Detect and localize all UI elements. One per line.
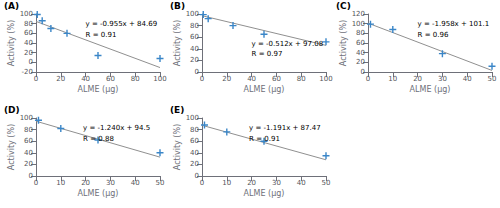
svg-text:0: 0 [195,68,199,76]
svg-text:(D): (D) [4,105,20,115]
svg-text:(A): (A) [4,1,19,11]
svg-text:80: 80 [190,126,199,134]
svg-text:100: 100 [352,20,365,28]
svg-text:0: 0 [29,58,33,66]
svg-text:40: 40 [356,49,365,57]
svg-text:40: 40 [247,75,256,83]
svg-text:Activity (%): Activity (%) [339,20,348,66]
svg-text:120: 120 [352,10,365,18]
svg-text:20: 20 [24,160,33,168]
svg-text:Activity (%): Activity (%) [7,124,16,170]
svg-text:ALME (μg): ALME (μg) [244,85,285,94]
svg-text:Activity (%): Activity (%) [173,124,182,170]
svg-text:0: 0 [366,75,370,83]
svg-text:30: 30 [106,179,115,187]
svg-text:(E): (E) [170,105,184,115]
svg-text:60: 60 [272,75,281,83]
svg-text:100: 100 [186,114,199,122]
svg-text:100: 100 [186,10,199,18]
svg-text:80: 80 [356,29,365,37]
svg-text:20: 20 [413,75,422,83]
svg-text:y = -1.240x + 94.5: y = -1.240x + 94.5 [83,124,150,132]
svg-text:0: 0 [195,172,199,180]
svg-text:10: 10 [56,179,65,187]
svg-text:y = -1.191x + 87.47: y = -1.191x + 87.47 [249,124,321,132]
svg-text:ALME (μg): ALME (μg) [410,85,451,94]
svg-text:ALME (μg): ALME (μg) [78,189,119,198]
svg-text:40: 40 [81,75,90,83]
svg-text:R = 0.96: R = 0.96 [418,31,449,39]
svg-text:60: 60 [356,39,365,47]
svg-text:10: 10 [388,75,397,83]
svg-text:80: 80 [190,22,199,30]
svg-text:Activity (%): Activity (%) [173,20,182,66]
svg-text:(C): (C) [336,1,351,11]
svg-text:20: 20 [81,179,90,187]
svg-text:20: 20 [190,160,199,168]
svg-text:100: 100 [319,75,332,83]
svg-text:80: 80 [24,20,33,28]
svg-text:80: 80 [24,126,33,134]
svg-text:40: 40 [131,179,140,187]
svg-text:10: 10 [222,179,231,187]
svg-text:20: 20 [56,75,65,83]
svg-text:100: 100 [20,10,33,18]
svg-text:30: 30 [438,75,447,83]
svg-text:20: 20 [24,49,33,57]
svg-text:0: 0 [29,172,33,180]
svg-text:40: 40 [463,75,472,83]
svg-text:y = -0.512x + 97.08: y = -0.512x + 97.08 [252,40,324,48]
svg-text:50: 50 [322,179,331,187]
svg-text:30: 30 [272,179,281,187]
svg-text:0: 0 [200,75,204,83]
svg-text:R = 0.91: R = 0.91 [249,135,280,143]
svg-text:R = 0.97: R = 0.97 [252,50,283,58]
svg-text:R = 0.91: R = 0.91 [86,31,117,39]
svg-text:y = -1.958x + 101.1: y = -1.958x + 101.1 [418,20,490,28]
svg-text:20: 20 [222,75,231,83]
svg-text:40: 40 [24,39,33,47]
svg-text:ALME (μg): ALME (μg) [244,189,285,198]
svg-text:0: 0 [361,68,365,76]
svg-text:50: 50 [156,179,165,187]
svg-text:ALME (μg): ALME (μg) [78,85,119,94]
svg-text:40: 40 [24,149,33,157]
svg-text:60: 60 [190,137,199,145]
svg-text:60: 60 [190,33,199,41]
svg-text:80: 80 [131,75,140,83]
svg-text:40: 40 [190,45,199,53]
svg-text:0: 0 [34,75,38,83]
svg-text:(B): (B) [170,1,185,11]
svg-text:R = 0.88: R = 0.88 [83,135,114,143]
svg-text:20: 20 [190,56,199,64]
svg-text:0: 0 [200,179,204,187]
svg-text:100: 100 [20,114,33,122]
svg-text:60: 60 [24,29,33,37]
svg-text:100: 100 [153,75,166,83]
svg-text:60: 60 [106,75,115,83]
svg-text:80: 80 [297,75,306,83]
svg-text:y = -0.955x + 84.69: y = -0.955x + 84.69 [86,20,158,28]
svg-text:0: 0 [34,179,38,187]
svg-text:Activity (%): Activity (%) [7,20,16,66]
svg-text:40: 40 [297,179,306,187]
svg-text:-20: -20 [22,68,33,76]
svg-text:60: 60 [24,137,33,145]
svg-text:20: 20 [247,179,256,187]
svg-text:40: 40 [190,149,199,157]
svg-text:20: 20 [356,58,365,66]
svg-text:50: 50 [488,75,497,83]
